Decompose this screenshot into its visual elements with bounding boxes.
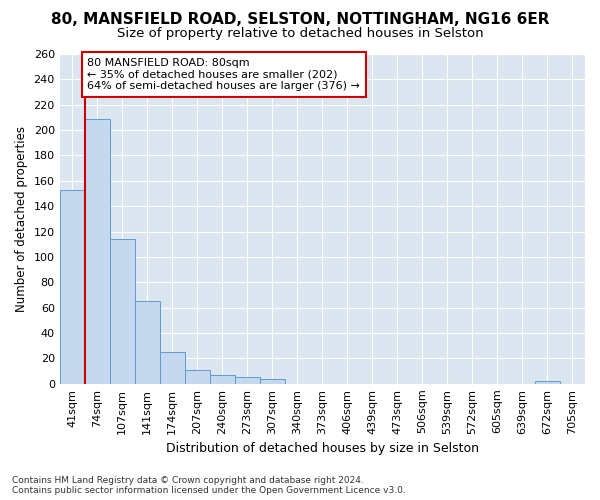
Bar [110, 239, 135, 384]
Text: Size of property relative to detached houses in Selston: Size of property relative to detached ho… [116, 28, 484, 40]
Text: 80 MANSFIELD ROAD: 80sqm
← 35% of detached houses are smaller (202)
64% of semi-: 80 MANSFIELD ROAD: 80sqm ← 35% of detach… [87, 58, 360, 91]
Text: 80, MANSFIELD ROAD, SELSTON, NOTTINGHAM, NG16 6ER: 80, MANSFIELD ROAD, SELSTON, NOTTINGHAM,… [51, 12, 549, 28]
Bar [160, 352, 185, 384]
Bar [185, 370, 210, 384]
Bar [135, 302, 160, 384]
Bar [59, 190, 85, 384]
Text: Contains HM Land Registry data © Crown copyright and database right 2024.
Contai: Contains HM Land Registry data © Crown c… [12, 476, 406, 495]
X-axis label: Distribution of detached houses by size in Selston: Distribution of detached houses by size … [166, 442, 479, 455]
Y-axis label: Number of detached properties: Number of detached properties [15, 126, 28, 312]
Bar [85, 118, 110, 384]
Bar [535, 382, 560, 384]
Bar [210, 375, 235, 384]
Bar [260, 378, 285, 384]
Bar [235, 378, 260, 384]
